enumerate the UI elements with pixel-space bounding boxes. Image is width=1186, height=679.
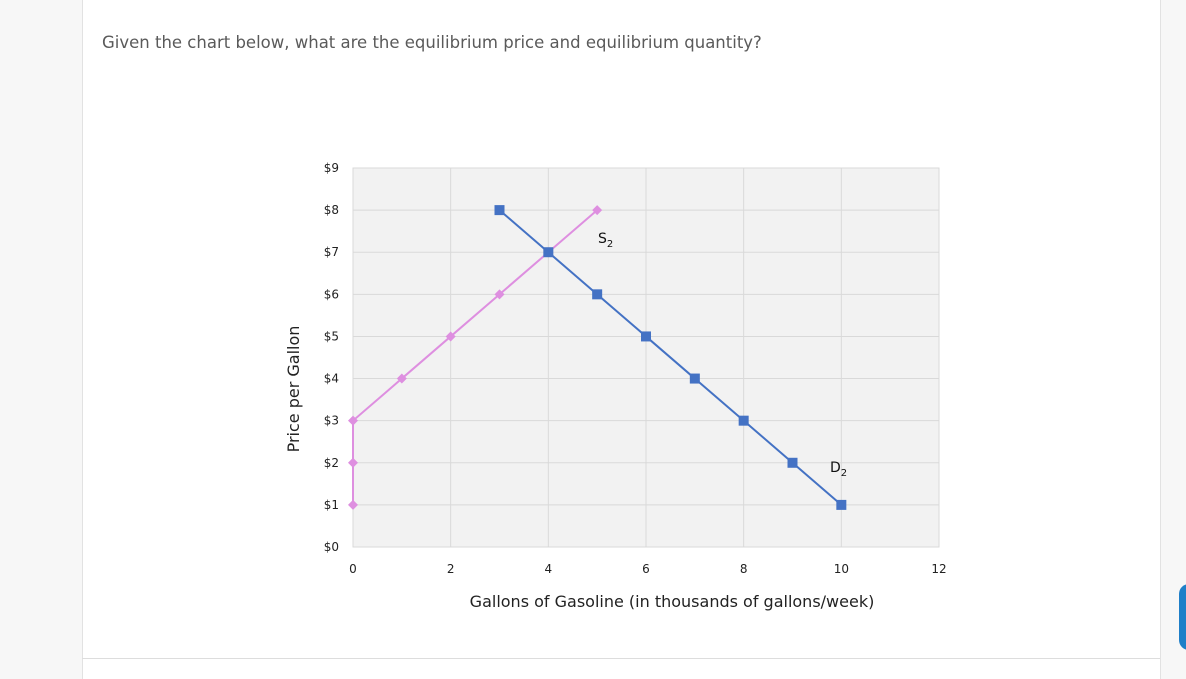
data-point-d2 — [543, 247, 554, 258]
data-point-s2 — [445, 331, 456, 342]
series-line-s2 — [352, 209, 598, 505]
data-point-d2 — [738, 415, 749, 426]
y-tick-label: $6 — [324, 287, 339, 301]
data-series — [348, 205, 847, 510]
x-tick-label: 2 — [447, 562, 455, 576]
right-margin-panel — [1160, 0, 1186, 679]
series-line-d2 — [498, 209, 842, 506]
x-tick-label: 6 — [642, 562, 650, 576]
y-tick-label: $5 — [324, 329, 339, 343]
curve-label-d2: D2 — [830, 460, 847, 479]
y-tick-label: $2 — [324, 456, 339, 470]
gridlines — [353, 167, 940, 547]
x-axis-label: Gallons of Gasoline (in thousands of gal… — [470, 592, 875, 611]
y-tick-label: $3 — [324, 414, 339, 428]
question-text: Given the chart below, what are the equi… — [102, 33, 762, 52]
x-tick-label: 10 — [834, 562, 849, 576]
x-tick-label: 0 — [349, 562, 357, 576]
data-point-s2 — [348, 415, 358, 426]
y-tick-label: $7 — [324, 245, 339, 259]
data-point-d2 — [592, 289, 603, 300]
data-point-s2 — [494, 289, 505, 300]
data-point-s2 — [592, 205, 603, 216]
left-margin-panel — [0, 0, 83, 679]
data-point-d2 — [836, 499, 847, 510]
data-point-d2 — [787, 457, 798, 468]
data-point-d2 — [494, 205, 505, 216]
data-point-d2 — [641, 331, 651, 342]
curve-labels: S2 D2 — [598, 231, 847, 479]
y-axis-ticks: $0 $1 $2 $3 $4 $5 $6 $7 $8 $9 — [324, 161, 339, 554]
y-tick-label: $9 — [324, 161, 339, 175]
x-tick-label: 4 — [545, 562, 553, 576]
data-point-s2 — [348, 499, 358, 510]
curve-label-s2: S2 — [598, 231, 613, 250]
side-tab-handle[interactable] — [1179, 584, 1186, 650]
content-bottom-border — [82, 658, 1160, 659]
y-tick-label: $0 — [324, 540, 339, 554]
x-axis-ticks: 0 2 4 6 8 10 12 — [349, 562, 946, 576]
x-tick-label: 8 — [740, 562, 748, 576]
x-tick-label: 12 — [931, 562, 946, 576]
y-axis-label: Price per Gallon — [284, 326, 303, 453]
y-tick-label: $1 — [324, 498, 339, 512]
data-point-d2 — [689, 373, 700, 384]
y-tick-label: $4 — [324, 372, 339, 386]
data-point-s2 — [348, 457, 358, 468]
data-point-s2 — [396, 373, 407, 384]
y-tick-label: $8 — [324, 203, 339, 217]
